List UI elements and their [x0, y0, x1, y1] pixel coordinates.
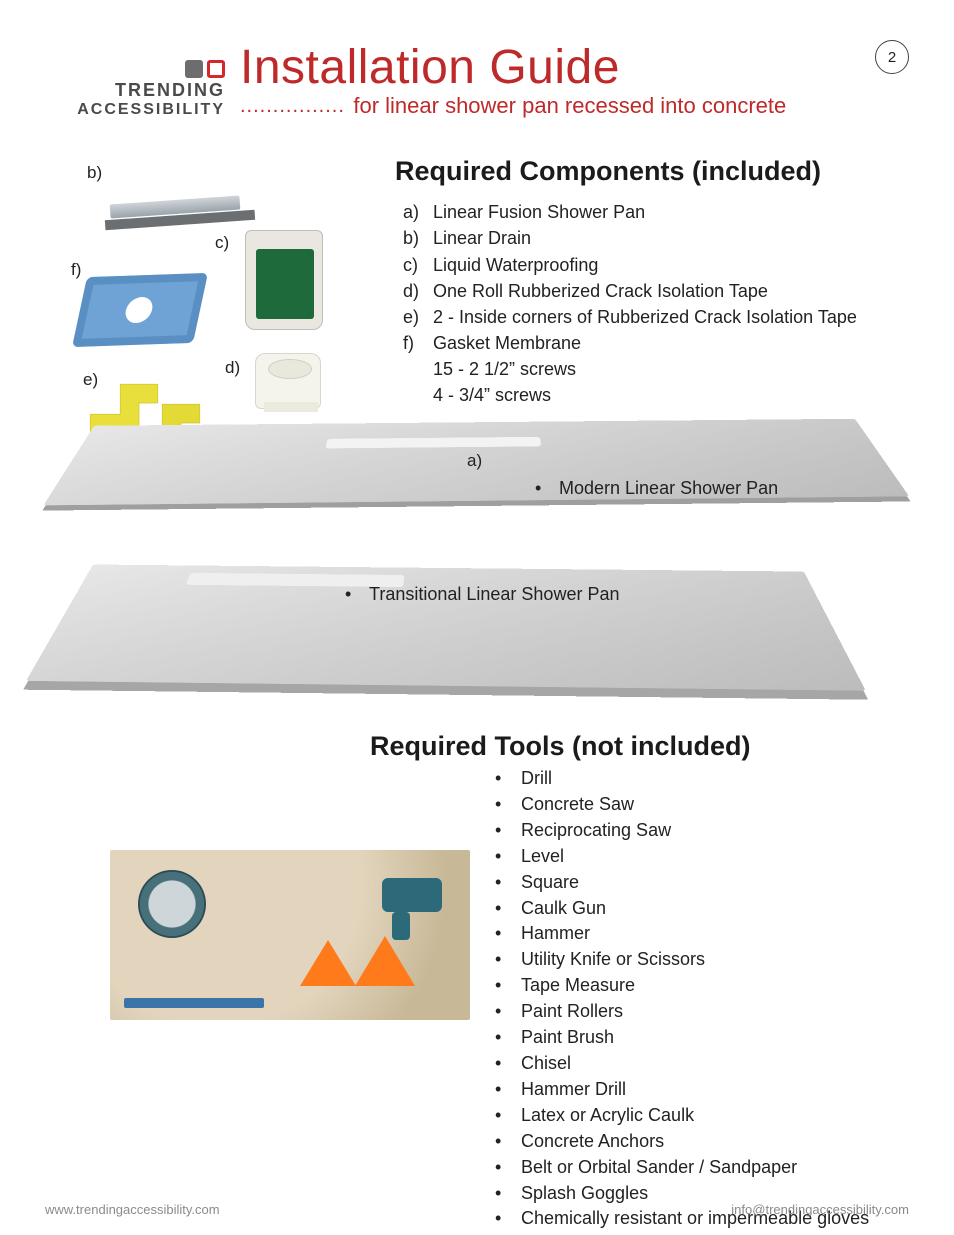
- triangle-icon: [300, 940, 356, 986]
- page-number-badge: 2: [875, 40, 909, 74]
- dot-leader-icon: ................: [240, 95, 345, 118]
- callout-f: f): [71, 260, 81, 280]
- required-tools-list: Drill Concrete Saw Reciprocating Saw Lev…: [495, 766, 869, 1232]
- brand-logo: TRENDING ACCESSIBILITY: [55, 60, 225, 119]
- triangle-icon: [355, 936, 415, 986]
- tool-item: Latex or Acrylic Caulk: [495, 1103, 869, 1129]
- title-block: Installation Guide ................ for …: [240, 40, 909, 119]
- tool-item: Hammer Drill: [495, 1077, 869, 1103]
- caulk-gun-icon: [124, 998, 264, 1008]
- logo-line-1: TRENDING: [55, 80, 225, 101]
- page: TRENDING ACCESSIBILITY Installation Guid…: [0, 0, 954, 1235]
- gasket-membrane-icon: [72, 273, 208, 347]
- tool-item: Concrete Anchors: [495, 1129, 869, 1155]
- waterproofing-bucket-icon: [245, 230, 323, 330]
- callout-b: b): [87, 163, 102, 183]
- callout-a: a): [467, 451, 482, 471]
- drill-icon: [382, 878, 442, 912]
- tool-item: Chisel: [495, 1051, 869, 1077]
- tool-item: Reciprocating Saw: [495, 818, 869, 844]
- callout-e: e): [83, 370, 98, 390]
- tool-item: Utility Knife or Scissors: [495, 947, 869, 973]
- tool-item: Square: [495, 870, 869, 896]
- transitional-pan-label: Transitional Linear Shower Pan: [345, 584, 619, 605]
- logo-line-2: ACCESSIBILITY: [55, 101, 225, 119]
- modern-pan-label: Modern Linear Shower Pan: [535, 478, 778, 499]
- tool-item: Belt or Orbital Sander / Sandpaper: [495, 1155, 869, 1181]
- callout-c: c): [215, 233, 229, 253]
- tool-item: Hammer: [495, 921, 869, 947]
- tool-item: Level: [495, 844, 869, 870]
- page-subtitle: for linear shower pan recessed into conc…: [353, 93, 786, 119]
- footer-website-link[interactable]: www.trendingaccessibility.com: [45, 1202, 220, 1217]
- footer: www.trendingaccessibility.com info@trend…: [45, 1202, 909, 1217]
- tool-item: Concrete Saw: [495, 792, 869, 818]
- header: TRENDING ACCESSIBILITY Installation Guid…: [55, 40, 909, 140]
- tool-item: Tape Measure: [495, 973, 869, 999]
- page-title: Installation Guide: [240, 40, 909, 95]
- required-tools-section: Required Tools (not included): [370, 730, 750, 762]
- tool-item: Caulk Gun: [495, 896, 869, 922]
- callout-d: d): [225, 358, 240, 378]
- tool-item: Paint Brush: [495, 1025, 869, 1051]
- tool-item: Drill: [495, 766, 869, 792]
- components-diagram: b) c) f) d) e) a): [55, 155, 895, 725]
- footer-email-link[interactable]: info@trendingaccessibility.com: [731, 1202, 909, 1217]
- tools-photo: [110, 850, 470, 1020]
- logo-mark-icon: [55, 60, 225, 78]
- required-tools-heading: Required Tools (not included): [370, 730, 750, 762]
- tool-item: Paint Rollers: [495, 999, 869, 1025]
- circular-saw-icon: [138, 870, 206, 938]
- tape-roll-icon: [255, 353, 321, 409]
